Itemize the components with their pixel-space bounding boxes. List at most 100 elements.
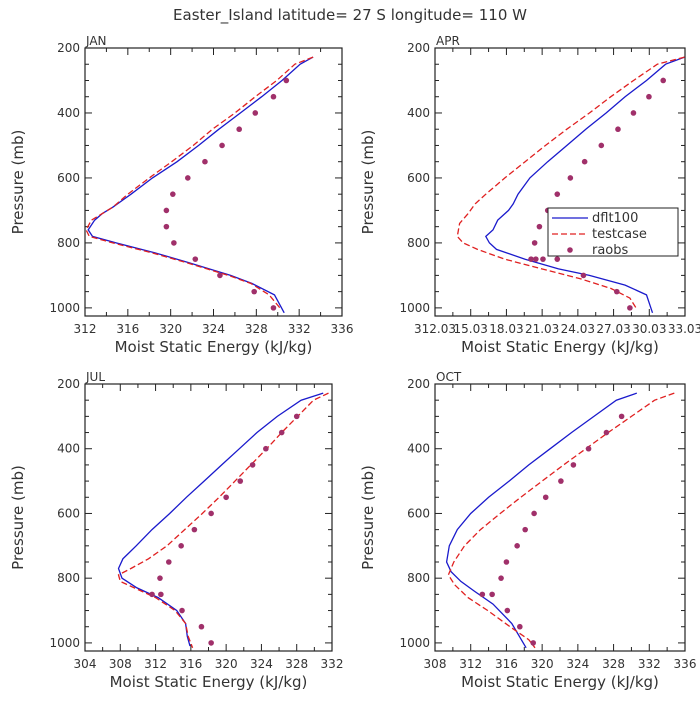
plot-frame: [84, 383, 333, 652]
panel-label: JUL: [85, 370, 105, 384]
x-tick-label: 21.03: [525, 322, 559, 336]
raobs-point: [251, 288, 257, 295]
raobs-point: [570, 462, 577, 468]
x-axis-label: Moist Static Energy (kJ/kg): [461, 338, 659, 356]
raobs-point: [585, 445, 592, 452]
raobs-point: [514, 543, 520, 549]
raobs-point: [536, 223, 543, 230]
plot-frame: [434, 47, 686, 317]
raobs-point: [646, 93, 652, 100]
y-axis-label: Pressure (mb): [9, 465, 27, 570]
raobs-point: [270, 305, 277, 311]
raobs-point: [149, 591, 155, 598]
raobs-point: [630, 110, 637, 116]
y-tick-label: 600: [407, 506, 430, 520]
x-tick-label: 324: [566, 657, 589, 671]
x-tick-label: 304: [74, 657, 97, 671]
x-tick-label: 324: [202, 322, 225, 336]
panel-label: OCT: [436, 370, 462, 384]
x-tick-label: 320: [531, 657, 554, 671]
x-tick-label: 328: [602, 657, 625, 671]
y-axis-label: Pressure (mb): [9, 130, 27, 235]
raobs-point: [531, 240, 538, 246]
raobs-point: [179, 607, 185, 614]
x-tick-label: 316: [179, 657, 202, 671]
y-tick-label: 400: [57, 442, 80, 456]
y-tick-label: 800: [407, 236, 430, 250]
panel-label: APR: [436, 34, 460, 48]
y-tick-label: 1000: [399, 636, 430, 650]
figure-title: Easter_Island latitude= 27 S longitude= …: [173, 6, 527, 25]
raobs-point: [479, 591, 486, 598]
x-tick-label: 332: [321, 657, 344, 671]
y-tick-label: 400: [407, 442, 430, 456]
raobs-point: [219, 142, 225, 149]
series-line-testcase: [85, 56, 314, 309]
series-line-testcase: [447, 392, 675, 649]
y-tick-label: 600: [407, 171, 430, 185]
x-tick-label: 332: [288, 322, 311, 336]
y-tick-label: 800: [57, 236, 80, 250]
raobs-point: [618, 413, 625, 420]
raobs-point: [554, 256, 561, 262]
y-tick-label: 1000: [399, 301, 430, 315]
raobs-point: [581, 158, 588, 165]
raobs-point: [530, 640, 537, 646]
y-tick-label: 200: [57, 377, 80, 391]
raobs-point: [540, 256, 546, 262]
series-line-dflt100: [87, 56, 314, 314]
x-tick-label: 312: [459, 657, 482, 671]
panel-label: JAN: [85, 34, 107, 48]
raobs-point: [522, 526, 528, 533]
y-tick-label: 600: [57, 506, 80, 520]
x-tick-label: 320: [215, 657, 238, 671]
raobs-point: [504, 607, 511, 614]
series-line-testcase: [456, 56, 685, 310]
x-tick-label: 316: [116, 322, 139, 336]
legend-marker-raobs: [567, 247, 573, 253]
x-tick-label: 324: [250, 657, 273, 671]
x-tick-label: 312: [74, 322, 97, 336]
panel-jan: 200 400 600 800 1000 312 316 320 324 328 332 336 JAN…: [9, 34, 353, 356]
raobs-point: [249, 462, 256, 468]
raobs-point: [293, 413, 300, 420]
x-tick-label: 312.03: [414, 322, 456, 336]
y-tick-label: 800: [57, 571, 80, 585]
raobs-point: [554, 191, 561, 197]
raobs-point: [660, 77, 667, 84]
panel-oct: 200 400 600 800 1000 308 312 316 320 324 328 332 336…: [359, 370, 696, 691]
raobs-point: [567, 175, 574, 181]
raobs-point: [278, 429, 285, 436]
raobs-point: [613, 288, 620, 295]
x-tick-label: 308: [109, 657, 132, 671]
series-line-testcase: [117, 392, 329, 649]
y-axis-label: Pressure (mb): [359, 130, 377, 235]
y-tick-label: 400: [57, 106, 80, 120]
raobs-point: [185, 175, 191, 181]
raobs-point: [498, 575, 504, 581]
raobs-point: [283, 77, 290, 84]
raobs-point: [263, 445, 269, 452]
raobs-point: [157, 575, 163, 581]
raobs-point: [489, 591, 495, 598]
x-axis-label: Moist Static Energy (kJ/kg): [461, 673, 659, 691]
x-tick-label: 336: [331, 322, 354, 336]
x-tick-label: 312: [144, 657, 167, 671]
raobs-point: [158, 591, 164, 598]
series-line-dflt100: [484, 56, 685, 314]
raobs-point: [528, 256, 534, 262]
x-tick-label: 328: [245, 322, 268, 336]
raobs-point: [208, 640, 214, 646]
x-tick-label: 308: [424, 657, 447, 671]
x-tick-label: 30.03: [632, 322, 666, 336]
panel-jul: 200 400 600 800 1000 304 308 312 316 320 324 328 332…: [9, 370, 343, 691]
series-line-dflt100: [445, 392, 638, 649]
raobs-point: [533, 256, 539, 262]
raobs-point: [517, 623, 523, 630]
raobs-point: [166, 559, 172, 565]
y-tick-label: 800: [407, 571, 430, 585]
raobs-point: [627, 305, 633, 311]
